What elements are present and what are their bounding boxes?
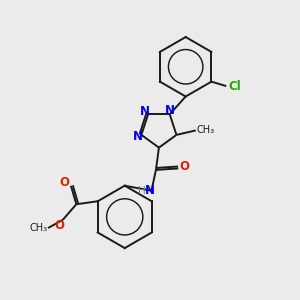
- Text: O: O: [59, 176, 69, 189]
- Text: O: O: [180, 160, 190, 173]
- Text: N: N: [140, 105, 149, 119]
- Text: N: N: [133, 130, 143, 143]
- Text: CH₃: CH₃: [29, 223, 48, 233]
- Text: O: O: [54, 218, 64, 232]
- Text: N: N: [165, 104, 175, 117]
- Text: H: H: [138, 186, 146, 196]
- Text: N: N: [145, 184, 155, 197]
- Text: Cl: Cl: [229, 80, 242, 93]
- Text: CH₃: CH₃: [196, 125, 214, 135]
